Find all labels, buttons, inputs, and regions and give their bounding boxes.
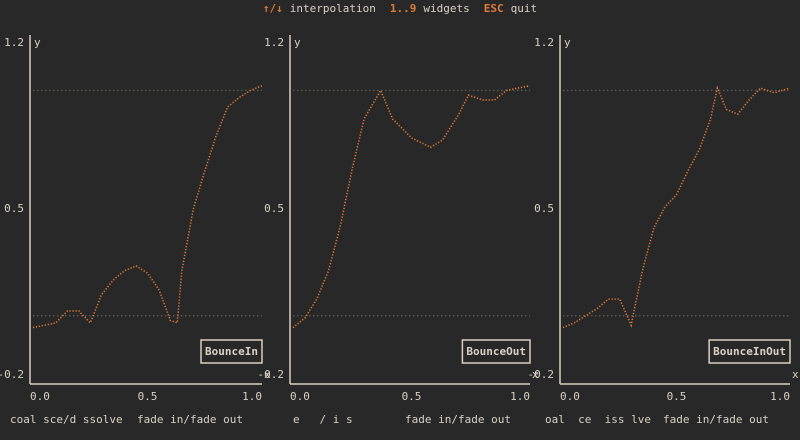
x-tick-label: 0.5 [402, 390, 422, 403]
y-tick-label: 0.5 [534, 202, 554, 215]
y-tick-label: 1.2 [534, 36, 554, 49]
y-tick-label: 1.2 [4, 36, 24, 49]
x-tick-label: 1.0 [242, 390, 262, 403]
x-tick-label: 1.0 [510, 390, 530, 403]
x-tick-label: 0.5 [138, 390, 158, 403]
tab-label: coal sce/d ssolve [10, 413, 123, 426]
legend-box [708, 339, 791, 364]
key-hints: ↑/↓ interpolation 1..9 widgets ESC quit [263, 2, 537, 15]
legend-label: BounceIn [205, 345, 258, 358]
y-tick-label: 0.5 [4, 202, 24, 215]
x-axis-title: x [264, 368, 271, 381]
series-line [562, 85, 791, 329]
tab-label: oal ce iss lve [545, 413, 651, 426]
tab-label: fade in/fade out [405, 413, 511, 426]
y-tick-label: 1.2 [264, 36, 284, 49]
hint-label: interpolation [290, 2, 376, 15]
hint-label: widgets [423, 2, 469, 15]
y-tick-label: -0.2 [258, 368, 285, 381]
y-axis-title: y [34, 36, 41, 49]
x-tick-label: 0.5 [667, 390, 687, 403]
y-axis-title: y [294, 36, 301, 49]
tab-label: fade in/fade out [663, 413, 769, 426]
legend-box [200, 339, 263, 364]
x-axis-title: x [532, 368, 539, 381]
y-tick-label: -0.2 [0, 368, 24, 381]
x-tick-label: 1.0 [770, 390, 790, 403]
tab-label: e / i s [293, 413, 353, 426]
series-line [292, 84, 531, 329]
legend-label: BounceInOut [713, 345, 786, 358]
hint-label: quit [511, 2, 538, 15]
hint-key: ↑/↓ [263, 2, 283, 15]
legend-label: BounceOut [466, 345, 526, 358]
tab-label: fade in/fade out [137, 413, 243, 426]
x-tick-label: 0.0 [560, 390, 580, 403]
x-tick-label: 0.0 [290, 390, 310, 403]
y-tick-label: 0.5 [264, 202, 284, 215]
x-axis-title: x [792, 368, 799, 381]
series-line [32, 84, 263, 329]
y-axis-title: y [564, 36, 571, 49]
x-tick-label: 0.0 [30, 390, 50, 403]
hint-key: 1..9 [390, 2, 417, 15]
y-tick-label: -0.2 [528, 368, 555, 381]
legend-box [461, 339, 531, 364]
hint-key: ESC [484, 2, 504, 15]
